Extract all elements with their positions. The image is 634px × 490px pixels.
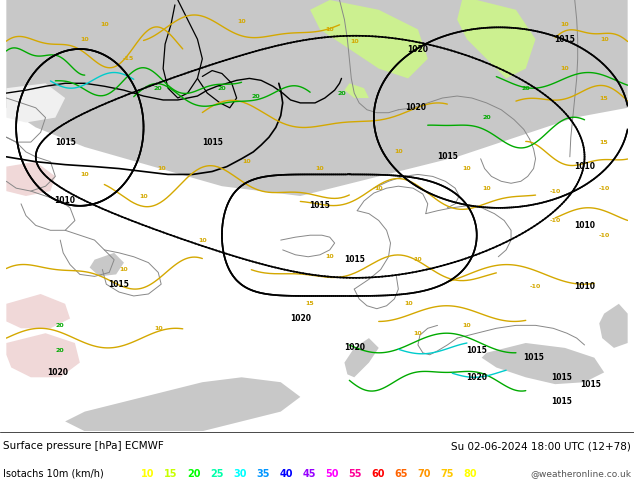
- Text: 10: 10: [463, 166, 471, 171]
- Text: 50: 50: [325, 468, 339, 479]
- Text: 1020: 1020: [290, 314, 311, 323]
- Text: 30: 30: [233, 468, 247, 479]
- Text: 1015: 1015: [108, 280, 129, 289]
- Polygon shape: [344, 83, 369, 98]
- Text: Su 02-06-2024 18:00 UTC (12+78): Su 02-06-2024 18:00 UTC (12+78): [451, 441, 631, 451]
- Polygon shape: [344, 338, 378, 377]
- Text: 20: 20: [337, 91, 346, 96]
- Text: -10: -10: [598, 186, 610, 191]
- Polygon shape: [457, 0, 536, 78]
- Text: -10: -10: [550, 218, 560, 223]
- Text: 10: 10: [157, 166, 165, 171]
- Text: 1010: 1010: [55, 196, 75, 205]
- Text: 10: 10: [482, 186, 491, 191]
- Text: 10: 10: [242, 159, 251, 164]
- Text: 10: 10: [463, 323, 471, 328]
- Text: 1015: 1015: [580, 380, 601, 389]
- Text: 15: 15: [600, 96, 609, 100]
- Text: 1015: 1015: [437, 152, 458, 161]
- Polygon shape: [6, 162, 55, 196]
- Text: 15: 15: [600, 140, 609, 145]
- Polygon shape: [6, 83, 65, 122]
- Polygon shape: [315, 59, 408, 127]
- Text: -10: -10: [598, 233, 610, 238]
- Text: 40: 40: [279, 468, 293, 479]
- Text: 10: 10: [316, 166, 324, 171]
- Text: 10: 10: [139, 194, 148, 198]
- Text: 70: 70: [417, 468, 430, 479]
- Text: 10: 10: [375, 186, 383, 191]
- Text: 10: 10: [404, 301, 413, 306]
- Text: 80: 80: [463, 468, 477, 479]
- Text: 1015: 1015: [466, 346, 487, 355]
- Text: 20: 20: [252, 94, 261, 98]
- Text: 10: 10: [600, 37, 609, 42]
- Text: 35: 35: [256, 468, 269, 479]
- Text: Isotachs 10m (km/h): Isotachs 10m (km/h): [3, 468, 104, 479]
- Text: 10: 10: [198, 238, 207, 243]
- Text: 1015: 1015: [344, 255, 365, 264]
- Text: 1010: 1010: [574, 162, 595, 171]
- Text: 1020: 1020: [344, 343, 365, 352]
- Text: 10: 10: [413, 331, 422, 336]
- Polygon shape: [6, 333, 80, 377]
- Text: 10: 10: [560, 22, 569, 27]
- Text: 1010: 1010: [574, 282, 595, 291]
- Polygon shape: [6, 0, 628, 196]
- Text: 10: 10: [350, 39, 359, 44]
- Text: 1020: 1020: [466, 373, 488, 382]
- Text: 20: 20: [56, 323, 65, 328]
- Text: 10: 10: [560, 66, 569, 71]
- Text: 85: 85: [486, 468, 500, 479]
- Text: 10: 10: [394, 149, 403, 154]
- Text: 10: 10: [325, 254, 334, 259]
- Text: 1020: 1020: [408, 45, 429, 53]
- Text: -10: -10: [530, 284, 541, 289]
- Text: 10: 10: [154, 326, 162, 331]
- Text: 1015: 1015: [555, 35, 576, 44]
- Text: 10: 10: [100, 22, 108, 27]
- Polygon shape: [89, 253, 124, 276]
- Text: 25: 25: [210, 468, 224, 479]
- Text: 1015: 1015: [309, 201, 330, 210]
- Text: 1020: 1020: [47, 368, 68, 377]
- Text: 15: 15: [164, 468, 178, 479]
- Polygon shape: [310, 0, 428, 78]
- Text: 20: 20: [217, 86, 226, 91]
- Text: 20: 20: [187, 468, 201, 479]
- Text: 60: 60: [372, 468, 385, 479]
- Text: 10: 10: [325, 27, 334, 32]
- Polygon shape: [6, 294, 70, 328]
- Text: 75: 75: [440, 468, 454, 479]
- Text: 10: 10: [81, 37, 89, 42]
- Text: 10: 10: [413, 257, 422, 262]
- Polygon shape: [65, 377, 301, 431]
- Text: 90: 90: [509, 468, 523, 479]
- Text: 20: 20: [482, 115, 491, 120]
- Text: @weatheronline.co.uk: @weatheronline.co.uk: [530, 469, 631, 478]
- Text: 1015: 1015: [552, 397, 573, 406]
- Polygon shape: [482, 343, 604, 384]
- Text: 1015: 1015: [523, 353, 544, 362]
- Text: 1015: 1015: [202, 138, 223, 147]
- Text: 1015: 1015: [55, 138, 75, 147]
- Text: Surface pressure [hPa] ECMWF: Surface pressure [hPa] ECMWF: [3, 441, 164, 451]
- Text: 10: 10: [81, 172, 89, 177]
- Text: 20: 20: [521, 86, 530, 91]
- Text: 65: 65: [394, 468, 408, 479]
- Text: 55: 55: [348, 468, 362, 479]
- Text: -10: -10: [550, 189, 560, 194]
- Text: 1015: 1015: [552, 373, 573, 382]
- Text: 10: 10: [141, 468, 155, 479]
- Text: 1020: 1020: [406, 103, 427, 112]
- Text: 10: 10: [237, 19, 246, 24]
- Text: 45: 45: [302, 468, 316, 479]
- Text: 15: 15: [306, 301, 314, 306]
- Text: -15: -15: [123, 56, 134, 61]
- Text: 20: 20: [56, 348, 65, 353]
- Text: 10: 10: [120, 267, 128, 272]
- Text: 1010: 1010: [574, 221, 595, 230]
- Polygon shape: [599, 304, 628, 348]
- Text: 20: 20: [154, 86, 162, 91]
